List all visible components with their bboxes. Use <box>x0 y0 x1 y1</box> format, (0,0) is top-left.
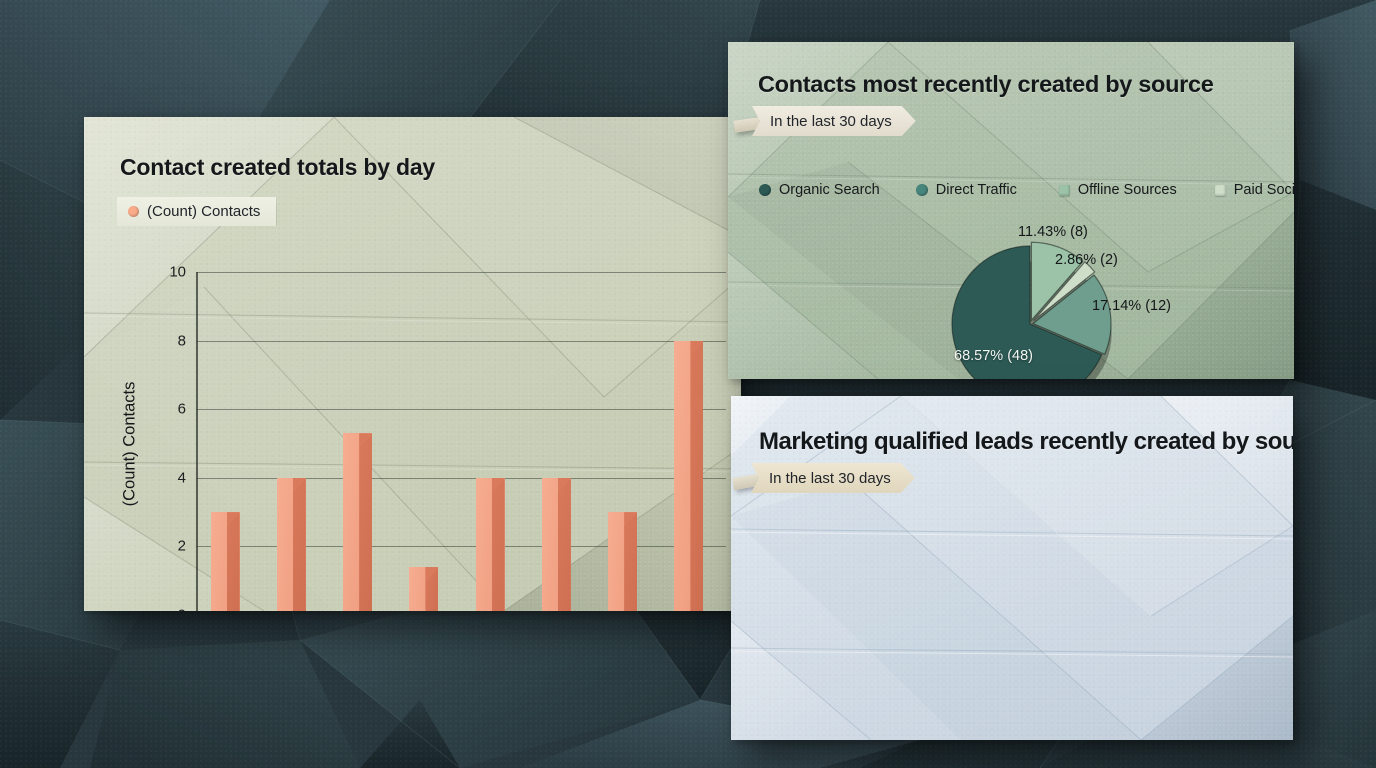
card-title-contacts: Contacts most recently created by source <box>758 71 1214 97</box>
y-tick-label: 6 <box>177 400 186 418</box>
pie-data-label: 2.86% (2) <box>1055 252 1118 268</box>
bar[interactable] <box>210 512 240 611</box>
legend-swatch-contacts <box>128 206 139 217</box>
pie-data-label: 68.57% (48) <box>954 348 1033 364</box>
bar-side <box>491 477 505 611</box>
y-tick-label: 4 <box>177 469 186 487</box>
card-mql-by-source[interactable]: Marketing qualified leads recently creat… <box>731 396 1293 740</box>
legend-item[interactable]: Paid Social <box>1214 182 1294 198</box>
date-range-badge[interactable]: In the last 30 days <box>751 463 915 493</box>
legend-swatch-paid-social-icon <box>1214 184 1226 196</box>
y-tick-label: 2 <box>177 537 186 555</box>
legend-label: Organic Search <box>779 182 880 198</box>
pie-data-label: 11.43% (8) <box>1018 224 1088 240</box>
legend-item[interactable]: Direct Traffic <box>915 182 1017 198</box>
bar[interactable] <box>541 477 571 611</box>
legend-swatch-offline-sources-icon <box>1058 184 1070 196</box>
pie-slice[interactable]: Paid Social — 2.86% (2) <box>1033 260 1096 322</box>
chart-legend[interactable]: (Count) Contacts <box>117 197 277 226</box>
date-range-label: In the last 30 days <box>769 469 891 487</box>
legend-label: Offline Sources <box>1077 182 1177 198</box>
pie-chart-contacts: Offline Sources — 11.43% (8)Paid Social … <box>918 204 1294 379</box>
legend-item[interactable]: Offline Sources <box>1058 182 1177 198</box>
date-range-badge[interactable]: In the last 30 days <box>752 106 916 136</box>
gridline <box>196 272 726 273</box>
bar-chart-plot: 0246810 JanFebMarAprMayJunJunJun Create … <box>121 264 726 611</box>
y-tick-label: 0 <box>178 607 186 612</box>
bar-side <box>624 512 638 611</box>
y-axis-label: (Count) Contacts <box>120 381 139 506</box>
bar-side <box>690 340 704 611</box>
pie-slice[interactable]: Direct Traffic — 17.14% (12) <box>1031 274 1112 356</box>
bar[interactable] <box>343 433 373 611</box>
legend-label: Direct Traffic <box>935 182 1017 198</box>
bar[interactable] <box>276 477 306 611</box>
legend-swatch-direct-traffic-icon <box>915 184 928 196</box>
card-contact-created-totals[interactable]: Contact created totals by day (Count) Co… <box>84 117 741 611</box>
legend-item[interactable]: Organic Search <box>759 182 880 198</box>
card-contacts-by-source[interactable]: Contacts most recently created by source… <box>728 42 1294 379</box>
legend-label-contacts: (Count) Contacts <box>147 203 261 220</box>
bar[interactable] <box>475 477 505 611</box>
page-title: Contact created totals by day <box>120 154 436 180</box>
y-axis-line <box>196 272 198 611</box>
card-title-mql: Marketing qualified leads recently creat… <box>759 428 1293 455</box>
bar-side <box>425 566 439 611</box>
legend-label: Paid Social <box>1233 182 1294 198</box>
pie-legend-contacts: Organic Search Direct Traffic Offline Sour… <box>759 182 1294 198</box>
bar[interactable] <box>608 512 638 611</box>
bar-side <box>557 477 571 611</box>
pie-slice[interactable]: Offline Sources — 11.43% (8) <box>1030 241 1084 322</box>
bar-side <box>226 512 240 611</box>
date-range-label: In the last 30 days <box>770 112 892 130</box>
y-tick-label: 8 <box>177 332 186 350</box>
legend-swatch-organic-search-icon <box>759 184 771 196</box>
pie-data-label: 17.14% (12) <box>1092 298 1171 314</box>
y-tick-label: 10 <box>169 263 186 281</box>
pie-slice[interactable]: Organic Search — 68.57% (48) <box>951 245 1103 379</box>
gridline <box>196 340 726 342</box>
gridline <box>196 477 726 479</box>
bar[interactable] <box>674 340 704 611</box>
gridline <box>196 409 726 411</box>
bar-side <box>292 477 306 611</box>
bar-side <box>359 433 373 611</box>
pie-svg-contacts: Offline Sources — 11.43% (8)Paid Social … <box>951 241 1112 379</box>
gridline <box>196 546 726 548</box>
bar[interactable] <box>409 566 439 611</box>
